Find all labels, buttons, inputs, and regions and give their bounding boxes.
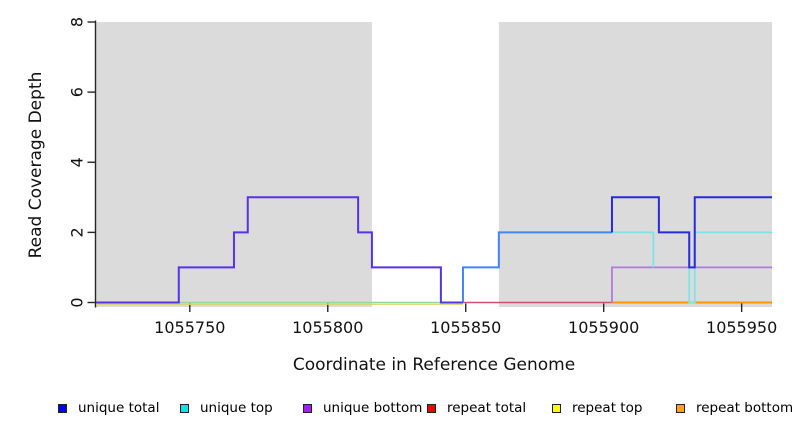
legend-label: unique top bbox=[200, 400, 273, 416]
legend-label: repeat top bbox=[572, 400, 643, 416]
legend-swatch-icon bbox=[180, 403, 189, 413]
x-tick-label: 1055800 bbox=[292, 318, 363, 337]
legend-swatch-icon bbox=[676, 403, 685, 413]
legend-swatch-icon bbox=[58, 403, 67, 413]
legend-swatch-icon bbox=[552, 403, 561, 413]
y-axis-title: Read Coverage Depth bbox=[26, 71, 46, 259]
legend-swatch-icon bbox=[303, 403, 312, 413]
legend-label: unique bottom bbox=[323, 400, 423, 416]
y-tick-label: 2 bbox=[68, 227, 87, 237]
series-unique-bottom-right bbox=[611, 266, 772, 303]
y-tick-label: 0 bbox=[68, 297, 87, 307]
legend-item-unique-total: unique total bbox=[58, 400, 159, 416]
x-axis-title: Coordinate in Reference Genome bbox=[292, 355, 576, 375]
series-unique-total-bottom-left bbox=[96, 196, 463, 304]
x-tick-label: 1055850 bbox=[430, 318, 501, 337]
legend-item-repeat-top: repeat top bbox=[552, 400, 642, 416]
shaded-region bbox=[498, 22, 772, 307]
series-unique-total-top-mid bbox=[461, 231, 612, 303]
series-unique-total-right bbox=[610, 196, 772, 269]
legend-item-unique-top: unique top bbox=[180, 400, 273, 416]
legend-label: repeat total bbox=[447, 400, 527, 416]
series-unique-top-right-b bbox=[688, 231, 772, 304]
legend-item-repeat-total: repeat total bbox=[427, 400, 526, 416]
x-tick-label: 1055950 bbox=[706, 318, 777, 337]
y-tick-label: 6 bbox=[68, 87, 87, 97]
legend-label: repeat bottom bbox=[696, 400, 792, 416]
y-tick-label: 4 bbox=[68, 157, 87, 167]
legend-label: unique total bbox=[78, 400, 160, 416]
legend-item-unique-bottom: unique bottom bbox=[303, 400, 422, 416]
x-tick-label: 1055750 bbox=[154, 318, 225, 337]
y-tick-label: 8 bbox=[68, 17, 87, 27]
legend-swatch-icon bbox=[427, 403, 436, 413]
series-unique-top-right-a bbox=[611, 231, 655, 268]
legend-item-repeat-bottom: repeat bottom bbox=[676, 400, 792, 416]
x-tick-label: 1055900 bbox=[568, 318, 639, 337]
